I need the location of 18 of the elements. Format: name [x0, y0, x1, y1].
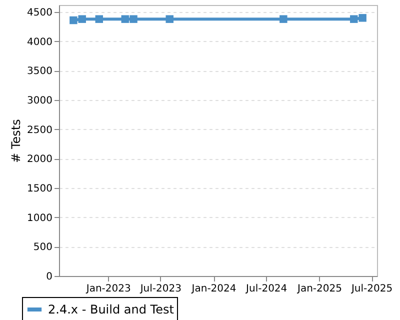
y-tick-label: 1500 [27, 184, 52, 195]
y-tick-label: 0 [46, 272, 52, 282]
y-tick-label: 2000 [27, 154, 52, 166]
y-tick-label: 2500 [27, 124, 52, 136]
x-tick-label: Jul-2023 [139, 284, 182, 294]
y-axis-title: # Tests [9, 119, 24, 163]
legend-label: 2.4.x - Build and Test [48, 302, 174, 316]
y-tick-label: 3500 [27, 66, 52, 78]
x-tick-label: Jul-2025 [350, 284, 393, 294]
y-tick-label: 3000 [27, 96, 52, 107]
x-tick-label: Jan-2024 [190, 284, 236, 294]
y-tick-label: 1000 [27, 212, 52, 224]
y-tick-label: 4500 [27, 8, 52, 19]
x-tick-label: Jul-2024 [245, 284, 288, 294]
y-tick-label: 500 [33, 242, 52, 254]
x-tick-label: Jan-2023 [85, 284, 131, 294]
x-tick-label: Jan-2025 [296, 284, 342, 294]
y-tick-label: 4000 [27, 36, 52, 48]
